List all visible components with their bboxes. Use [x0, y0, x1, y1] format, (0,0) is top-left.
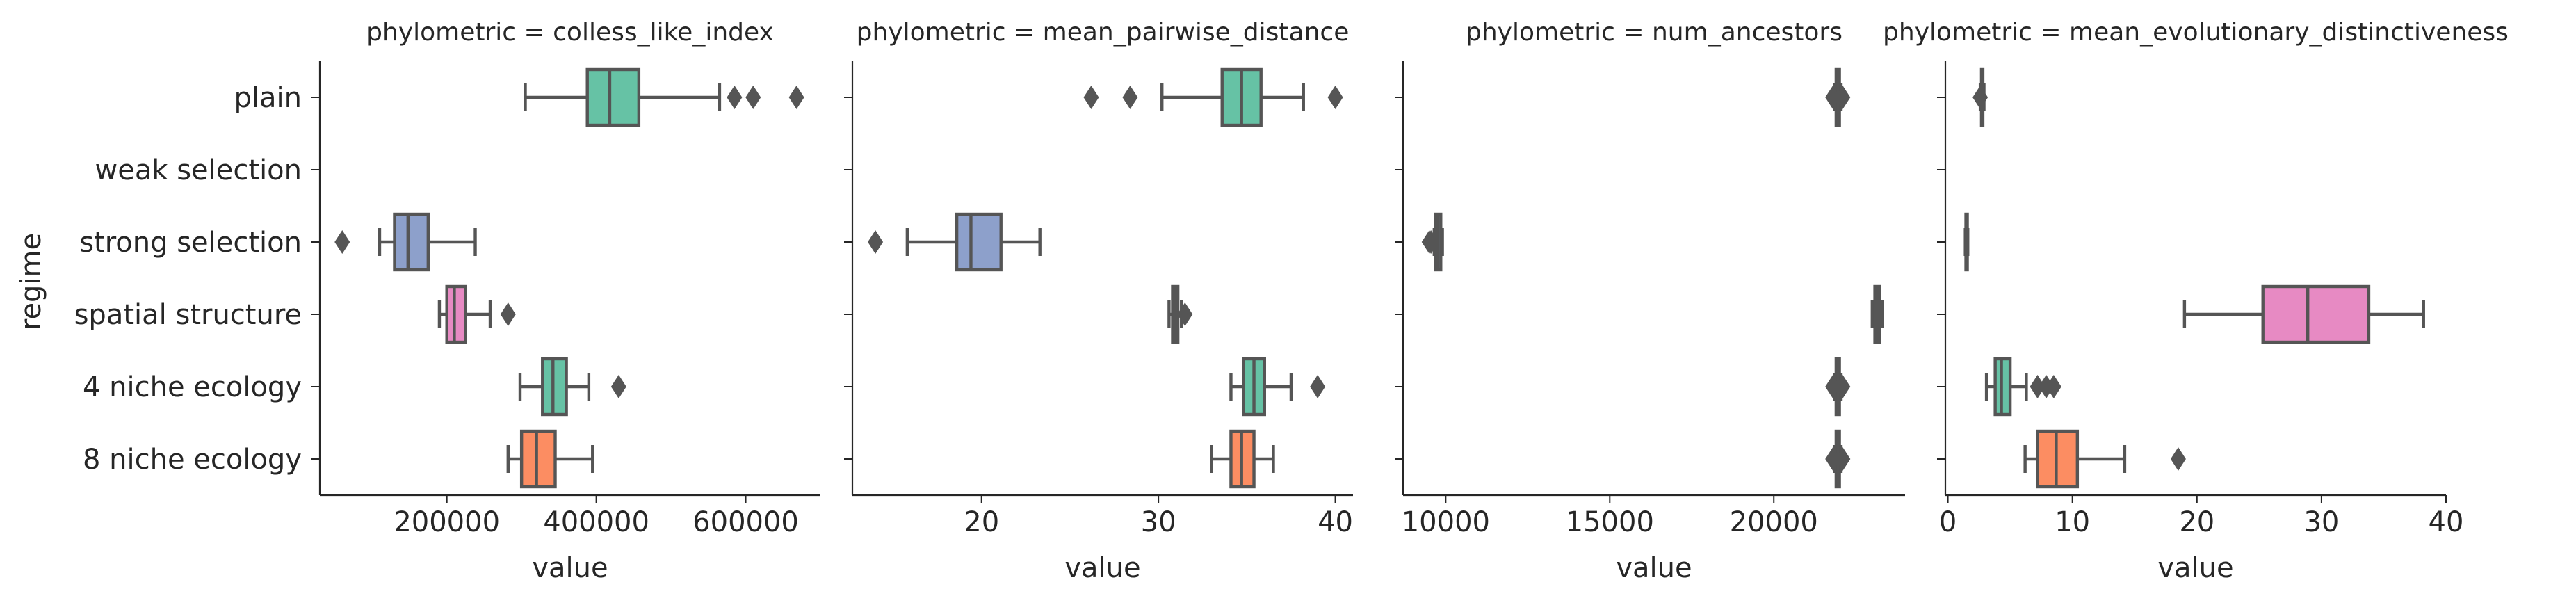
x-tick-label: 0	[1939, 506, 1957, 538]
box-plain	[1972, 67, 1988, 127]
box-8-niche-ecology	[2023, 429, 2186, 489]
outlier-point	[1972, 86, 1988, 109]
outlier-point	[2046, 375, 2061, 398]
outlier-point	[788, 86, 804, 109]
box-iqr	[445, 284, 467, 344]
box-plain	[1083, 67, 1343, 127]
box-spatial-structure	[2182, 284, 2425, 344]
box-iqr	[393, 212, 430, 272]
outlier-point	[727, 86, 743, 109]
x-tick-label: 200000	[394, 506, 500, 538]
outlier-point	[1423, 230, 1439, 254]
outlier-point	[610, 375, 626, 398]
outlier-point	[868, 230, 884, 254]
outlier-point	[500, 302, 516, 326]
box-strong-selection	[1421, 212, 1444, 272]
y-tick-label-weak-selection: weak selection	[95, 154, 302, 186]
box-4-niche-ecology	[1825, 357, 1851, 417]
box-strong-selection	[1963, 212, 1970, 272]
box-4-niche-ecology	[518, 357, 626, 417]
panel-2: phylometric = mean_pairwise_distance 20 30…	[844, 18, 1353, 584]
x-axis-label: value	[532, 552, 608, 584]
y-tick-label-8-niche-ecology: 8 niche ecology	[83, 444, 302, 476]
x-tick-label: 40	[2429, 506, 2464, 538]
box-iqr	[519, 429, 557, 489]
box-4-niche-ecology	[1229, 357, 1326, 417]
panel-title: phylometric = num_ancestors	[1466, 18, 1842, 47]
y-tick-label-4-niche-ecology: 4 niche ecology	[83, 371, 302, 403]
x-tick-label: 400000	[543, 506, 649, 538]
panel-3: phylometric = num_ancestors 10000 15000 200…	[1395, 18, 1905, 584]
panel-title: phylometric = mean_pairwise_distance	[857, 18, 1350, 47]
x-tick-label: 20	[964, 506, 999, 538]
x-tick-label: 30	[2303, 506, 2339, 538]
box-strong-selection	[334, 212, 477, 272]
x-axis-label: value	[1616, 552, 1692, 584]
box-8-niche-ecology	[1210, 429, 1275, 489]
box-4-niche-ecology	[1984, 357, 2061, 417]
x-tick-label: 10000	[1402, 506, 1490, 538]
y-axis-label: regime	[15, 233, 47, 330]
box-8-niche-ecology	[1825, 429, 1851, 489]
y-tick-label-strong-selection: strong selection	[79, 227, 302, 259]
outlier-point	[2170, 447, 2186, 471]
outlier-point	[1327, 86, 1343, 109]
box-spatial-structure	[437, 284, 516, 344]
outlier-point	[1825, 86, 1841, 109]
panel-title: phylometric = colless_like_index	[366, 18, 774, 47]
outlier-point	[1310, 375, 1326, 398]
x-tick-label: 40	[1318, 506, 1353, 538]
box-iqr	[2261, 284, 2371, 344]
box-iqr	[585, 67, 641, 127]
box-iqr	[955, 212, 1003, 272]
outlier-point	[1825, 375, 1841, 398]
x-tick-label: 20000	[1730, 506, 1818, 538]
box-plain	[524, 67, 804, 127]
x-tick-label: 10	[2055, 506, 2090, 538]
outlier-point	[1825, 447, 1841, 471]
outlier-point	[1083, 86, 1099, 109]
x-tick-label: 15000	[1566, 506, 1654, 538]
box-8-niche-ecology	[506, 429, 594, 489]
panel-4: phylometric = mean_evolutionary_distinct…	[1883, 18, 2509, 584]
y-tick-label-spatial-structure: spatial structure	[74, 299, 302, 331]
panel-title: phylometric = mean_evolutionary_distinct…	[1883, 18, 2509, 47]
x-tick-label: 30	[1141, 506, 1176, 538]
outlier-point	[1835, 86, 1851, 109]
y-tick-label-plain: plain	[234, 82, 302, 114]
outlier-point	[334, 230, 350, 254]
box-plain	[1825, 67, 1851, 127]
outlier-point	[1122, 86, 1138, 109]
box-spatial-structure	[1167, 284, 1193, 344]
box-spatial-structure	[1870, 284, 1884, 344]
box-strong-selection	[868, 212, 1042, 272]
panel-1: phylometric = colless_like_index 200000 40…	[74, 18, 820, 584]
outlier-point	[1177, 302, 1193, 326]
outlier-point	[1835, 375, 1851, 398]
x-axis-label: value	[2157, 552, 2233, 584]
x-tick-label: 20	[2179, 506, 2214, 538]
outlier-point	[745, 86, 761, 109]
outlier-point	[1835, 447, 1851, 471]
x-tick-label: 600000	[692, 506, 799, 538]
x-axis-label: value	[1064, 552, 1140, 584]
outlier-point	[2030, 375, 2046, 398]
